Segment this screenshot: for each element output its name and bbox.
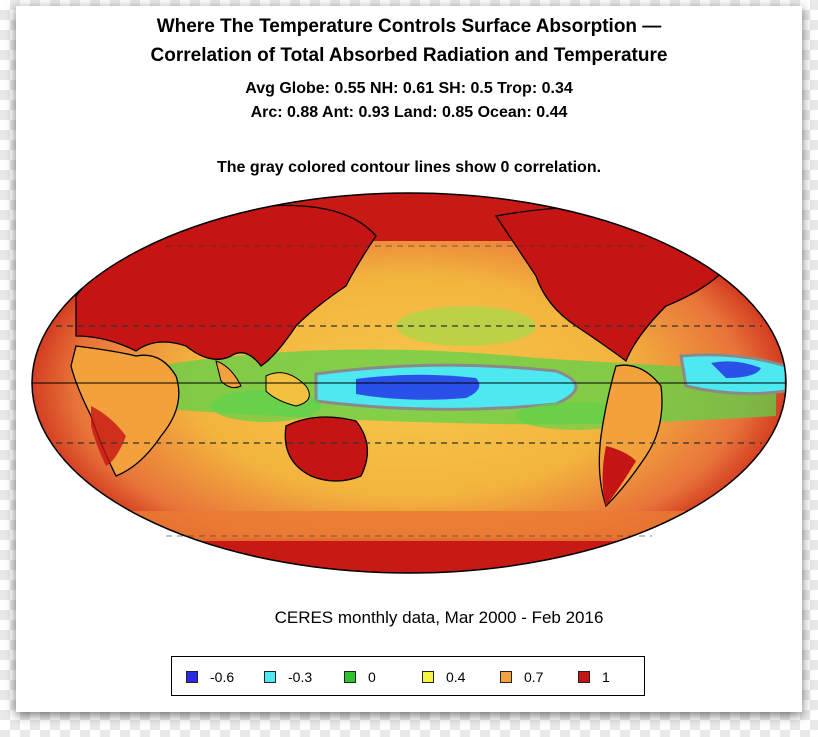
legend-swatch — [264, 671, 276, 683]
legend-swatch — [186, 671, 198, 683]
south-america-south-red — [602, 446, 636, 506]
legend-item: 1 — [578, 669, 610, 685]
legend-item: 0.4 — [422, 669, 465, 685]
antarctic-band — [32, 538, 786, 573]
south-africa-red — [91, 406, 126, 466]
australia-landmass — [284, 416, 368, 482]
africa-landmass — [70, 345, 180, 477]
southeast-asia-islands — [265, 372, 310, 407]
legend-item: 0 — [344, 669, 376, 685]
legend-swatch — [500, 671, 512, 683]
legend-item: 0.7 — [500, 669, 543, 685]
legend-label: -0.6 — [210, 669, 235, 685]
legend-label: 0.7 — [524, 669, 544, 685]
legend-label: -0.3 — [288, 669, 313, 685]
figure-card: Where The Temperature Controls Surface A… — [16, 6, 802, 712]
map-title-line1: Where The Temperature Controls Surface A… — [156, 16, 662, 37]
legend-label: 0 — [368, 669, 376, 685]
map-outline — [31, 192, 787, 574]
arctic-band — [32, 193, 786, 241]
correlation-map — [31, 192, 787, 574]
atlantic-blue-zone — [711, 361, 761, 378]
legend-label: 1 — [602, 669, 610, 685]
map-title-line2: Correlation of Total Absorbed Radiation … — [150, 45, 668, 66]
pacific-blue-zone — [356, 374, 480, 400]
contour-note: The gray colored contour lines show 0 co… — [216, 159, 602, 176]
stats-line1: Avg Globe: 0.55 NH: 0.61 SH: 0.5 Trop: 0… — [245, 80, 573, 97]
greenland-landmass — [635, 205, 717, 232]
legend: -0.6 -0.3 0 0.4 0.7 1 — [171, 656, 645, 696]
india-landmass — [215, 360, 242, 389]
stats-line2: Arc: 0.88 Ant: 0.93 Land: 0.85 Ocean: 0.… — [250, 104, 568, 121]
legend-label: 0.4 — [446, 669, 466, 685]
data-source-caption: CERES monthly data, Mar 2000 - Feb 2016 — [274, 608, 604, 627]
legend-item: -0.3 — [264, 669, 312, 685]
legend-swatch — [578, 671, 590, 683]
legend-swatch — [344, 671, 356, 683]
legend-item: -0.6 — [186, 669, 234, 685]
legend-swatch — [422, 671, 434, 683]
